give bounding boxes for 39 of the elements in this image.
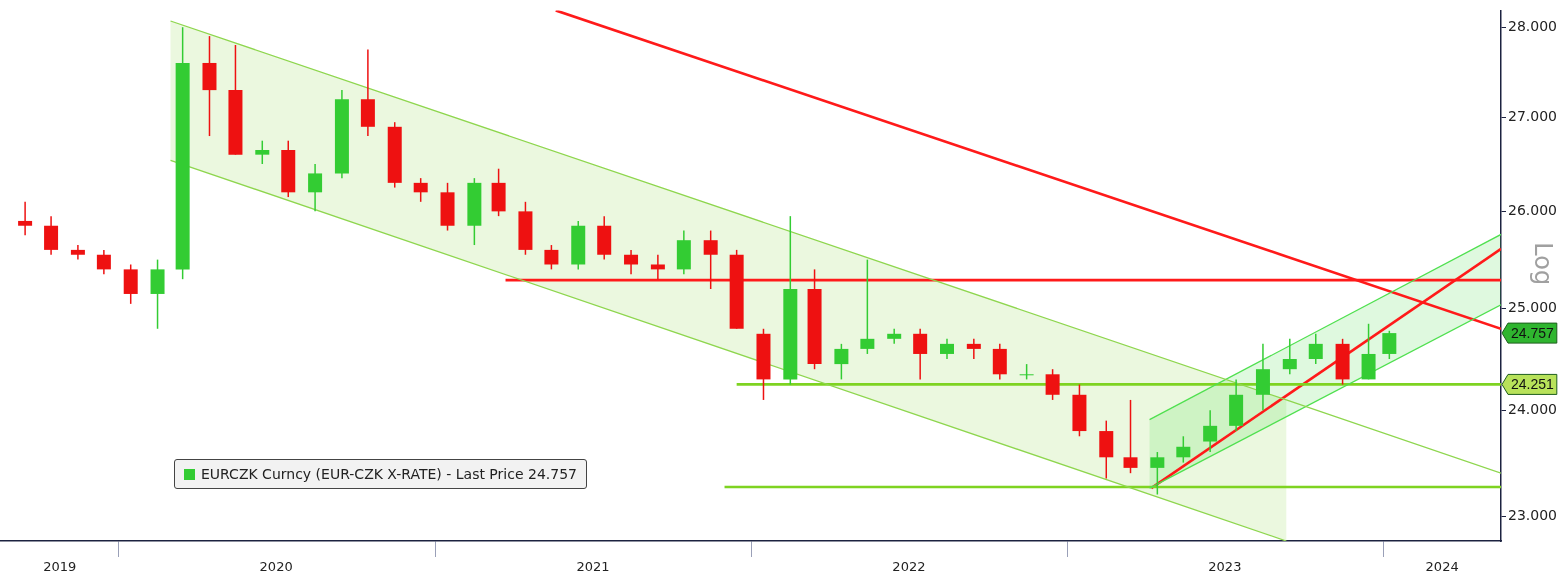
candlestick <box>650 254 665 280</box>
candlestick <box>834 343 849 381</box>
x-tick-label: 2020 <box>259 559 293 575</box>
candlestick <box>18 201 33 237</box>
candlestick <box>860 258 875 355</box>
legend-label: EURCZK Curncy (EUR-CZK X-RATE) - Last Price 24.757 <box>201 466 577 482</box>
candlestick <box>624 249 639 276</box>
y-tick-label: 27.000 <box>1508 108 1557 125</box>
candlestick <box>703 229 718 290</box>
candlestick <box>940 338 954 360</box>
y-tick-label: 23.000 <box>1508 506 1557 523</box>
candlestick <box>70 244 85 261</box>
y-tick-label: 24.000 <box>1508 400 1557 417</box>
candlestick <box>1308 333 1323 365</box>
x-tick-label: 2022 <box>892 559 926 575</box>
x-tick-label: 2019 <box>43 559 77 575</box>
candlestick <box>913 328 928 381</box>
y-axis-title: Log <box>1528 242 1557 286</box>
candlestick <box>1203 409 1218 453</box>
candlestick <box>1176 435 1191 464</box>
annotation: 24.757 <box>1511 324 1555 341</box>
candlestick <box>96 249 111 276</box>
candlestick <box>308 163 323 213</box>
candlestick <box>544 244 559 271</box>
y-tick-label: 25.000 <box>1508 299 1557 316</box>
annotation: 24.251 <box>1511 376 1555 393</box>
candlestick <box>966 338 981 360</box>
candlestick <box>1382 330 1397 360</box>
y-tick-label: 26.000 <box>1508 202 1557 218</box>
x-tick-label: 2024 <box>1425 559 1459 575</box>
candlestick <box>413 177 428 203</box>
candlestick <box>1045 368 1060 401</box>
y-tick-label: 28.000 <box>1508 17 1557 34</box>
candlestick <box>1150 451 1165 496</box>
x-tick-label: 2023 <box>1208 559 1242 575</box>
candlestick <box>1123 399 1138 474</box>
x-tick-label: 2021 <box>576 559 610 575</box>
candlestick <box>1282 338 1297 376</box>
candlestick <box>255 139 270 165</box>
